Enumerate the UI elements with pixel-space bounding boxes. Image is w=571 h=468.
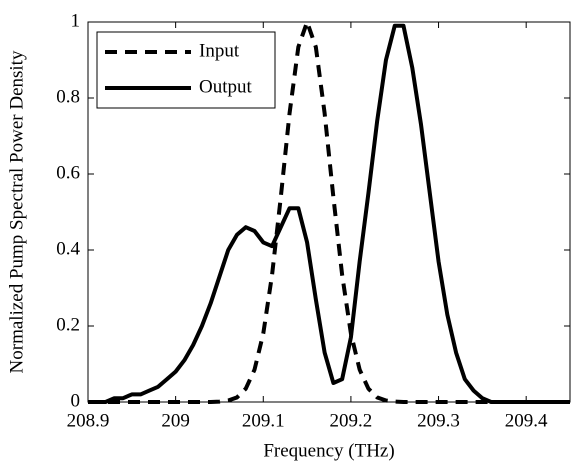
y-tick-label: 0.2 — [56, 314, 80, 335]
plot-frame — [87, 21, 571, 403]
legend-box — [96, 31, 276, 109]
y-axis-label: Normalized Pump Spectral Power Density — [6, 50, 27, 373]
x-axis-label: Frequency (THz) — [263, 440, 394, 461]
x-tick-label: 209.1 — [242, 410, 285, 431]
y-tick-label: 0 — [71, 390, 81, 411]
x-tick-label: 209.4 — [505, 410, 548, 431]
x-tick-label: 209.2 — [330, 410, 373, 431]
y-tick-label: 1 — [71, 10, 81, 31]
data-line — [88, 23, 570, 404]
legend-label: Input — [199, 40, 240, 61]
x-tick-label: 209.3 — [417, 410, 460, 431]
data-line — [88, 20, 570, 404]
legend-label: Output — [199, 76, 253, 97]
y-tick-label: 0.4 — [56, 238, 80, 259]
x-tick-label: 209 — [161, 410, 190, 431]
y-tick-label: 0.8 — [56, 86, 80, 107]
x-tick-label: 208.9 — [67, 410, 110, 431]
y-tick-label: 0.6 — [56, 162, 80, 183]
